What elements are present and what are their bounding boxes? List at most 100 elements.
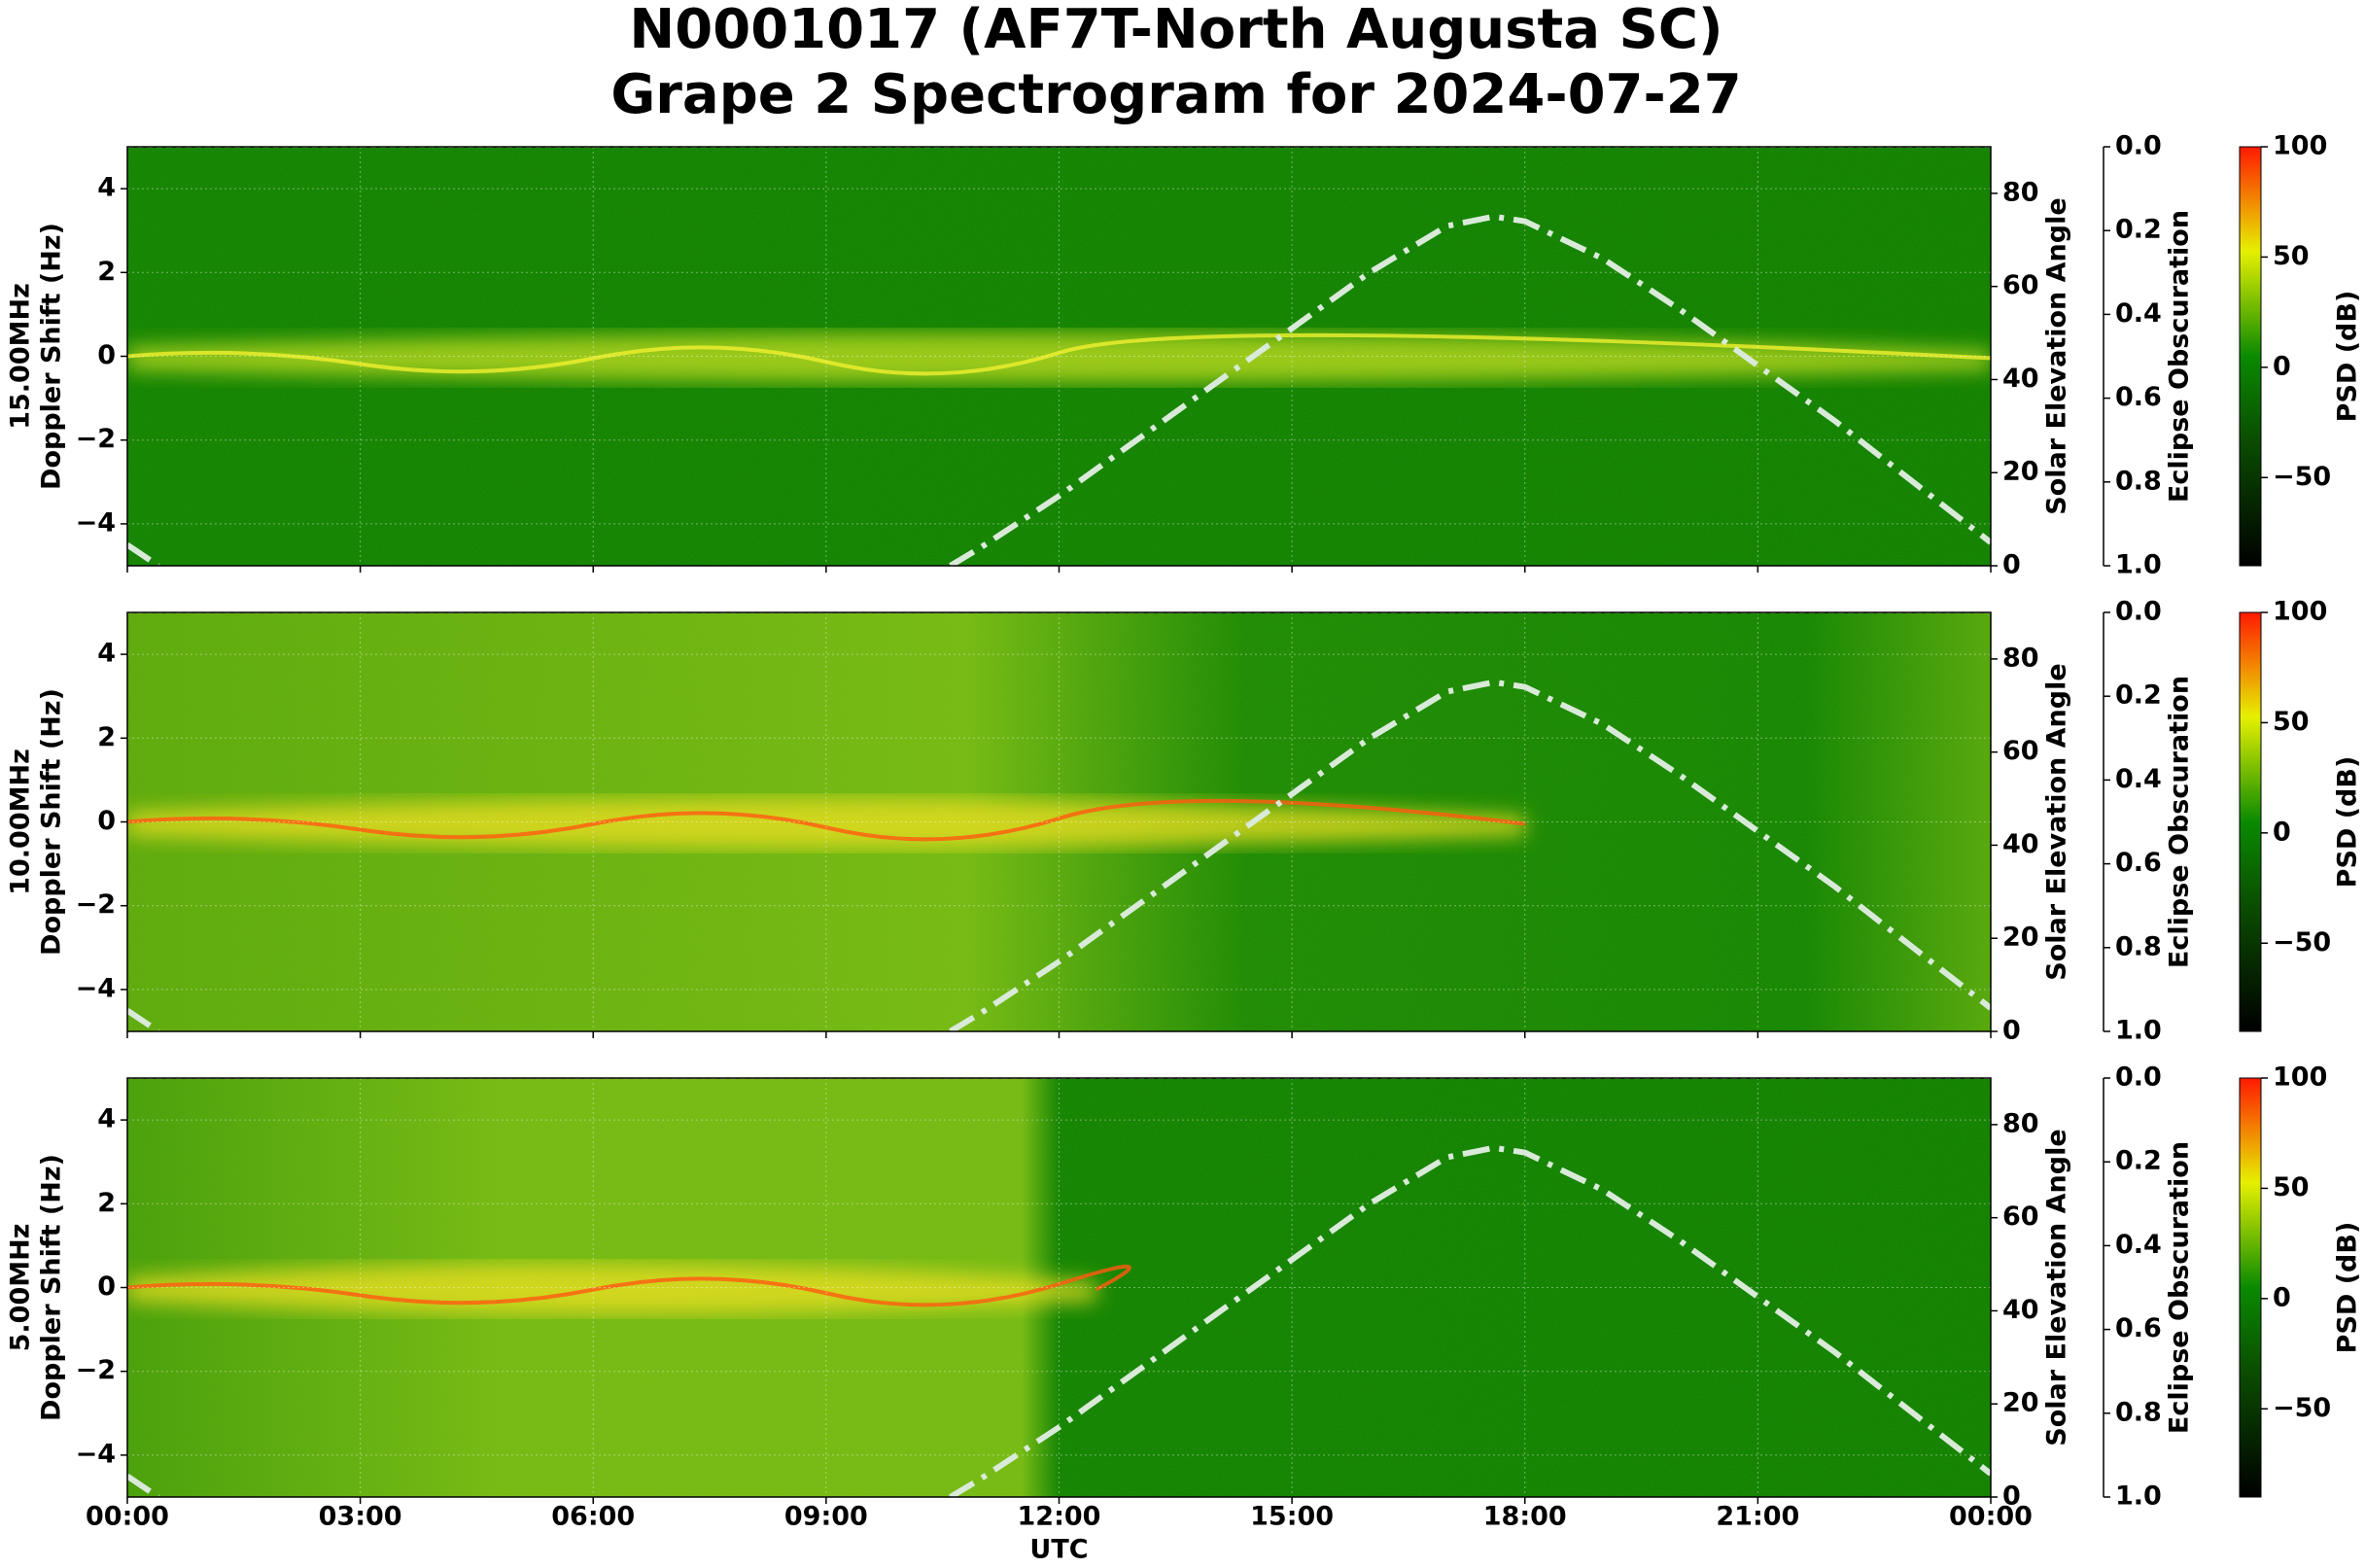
y3-axis-label: Eclipse Obscuration — [2165, 676, 2195, 968]
y2-tick-label: 60 — [2002, 1202, 2039, 1232]
chart-title: N0001017 (AF7T-North Augusta SC) — [629, 0, 1722, 61]
frequency-label: 10.00MHz — [6, 749, 36, 895]
y-tick-label: 4 — [97, 639, 116, 669]
y2-tick-label: 20 — [2002, 457, 2039, 487]
y2-tick-label: 60 — [2002, 736, 2039, 766]
y-tick-label: 2 — [97, 722, 116, 752]
x-tick-label: 09:00 — [784, 1502, 868, 1532]
signal-trace — [127, 332, 1991, 376]
colorbar-label: PSD (dB) — [2333, 291, 2363, 423]
colorbar — [2239, 1077, 2262, 1498]
y2-axis-label: Solar Elevation Angle — [2042, 1129, 2072, 1446]
y-tick-label: 4 — [97, 1104, 116, 1134]
y2-tick-label: 60 — [2002, 270, 2039, 300]
y3-tick-label: 0.0 — [2115, 597, 2162, 627]
y2-tick-label: 0 — [2002, 1016, 2021, 1046]
frequency-label: 15.00MHz — [6, 283, 36, 430]
signal-trace — [127, 1264, 1131, 1307]
colorbar-tick-label: 50 — [2273, 1172, 2310, 1202]
x-tick-label: 06:00 — [551, 1502, 635, 1532]
y3-tick-label: 0.8 — [2115, 931, 2162, 961]
y3-tick-label: 0.2 — [2115, 1146, 2162, 1176]
colorbar-tick-label: 0 — [2273, 1282, 2291, 1312]
y3-axis-label: Eclipse Obscuration — [2165, 210, 2195, 503]
x-tick-label: 00:00 — [86, 1502, 169, 1532]
y3-tick-label: 1.0 — [2115, 550, 2162, 580]
signal-band — [127, 1264, 1096, 1314]
y-axis-label: Doppler Shift (Hz) — [37, 1154, 67, 1421]
colorbar-tick-label: −50 — [2273, 1393, 2331, 1423]
colorbar-tick-label: 50 — [2273, 707, 2310, 737]
x-tick-label: 03:00 — [319, 1502, 402, 1532]
colorbar — [2239, 611, 2262, 1032]
y2-tick-label: 0 — [2002, 550, 2021, 580]
y2-tick-label: 0 — [2002, 1481, 2021, 1512]
plot-area — [127, 147, 1991, 566]
colorbar-label: PSD (dB) — [2333, 1222, 2363, 1354]
colorbar-tick-label: −50 — [2273, 462, 2331, 492]
y2-axis-label: Solar Elevation Angle — [2042, 197, 2072, 514]
chart-subtitle: Grape 2 Spectrogram for 2024-07-27 — [610, 63, 1741, 126]
y3-axis-label: Eclipse Obscuration — [2165, 1141, 2195, 1434]
plot-area — [127, 1078, 1991, 1497]
x-tick-label: 12:00 — [1018, 1502, 1101, 1532]
y-tick-label: −4 — [76, 507, 116, 538]
x-tick-label: 00:00 — [1949, 1502, 2033, 1532]
solar-elevation-line — [127, 1144, 1991, 1497]
y-tick-label: 0 — [97, 806, 116, 836]
y3-tick-label: 0.8 — [2115, 466, 2162, 496]
y3-tick-label: 1.0 — [2115, 1016, 2162, 1046]
y3-tick-label: 0.6 — [2115, 382, 2162, 412]
x-tick-label: 21:00 — [1716, 1502, 1799, 1532]
colorbar-tick-label: 50 — [2273, 241, 2310, 271]
y2-tick-label: 40 — [2002, 364, 2039, 394]
signal-trace — [127, 798, 1525, 842]
y2-tick-label: 40 — [2002, 829, 2039, 859]
y3-tick-label: 0.4 — [2115, 764, 2162, 794]
y-tick-label: −4 — [76, 1439, 116, 1469]
y3-tick-label: 0.2 — [2115, 215, 2162, 245]
y2-tick-label: 80 — [2002, 177, 2039, 207]
y3-tick-label: 0.0 — [2115, 1063, 2162, 1093]
solar-elevation-line — [127, 679, 1991, 1031]
frequency-label: 5.00MHz — [6, 1224, 36, 1352]
x-tick-label: 15:00 — [1250, 1502, 1334, 1532]
y-tick-label: 0 — [97, 340, 116, 370]
y-tick-label: −2 — [76, 1355, 116, 1385]
y2-axis-label: Solar Elevation Angle — [2042, 663, 2072, 980]
y3-tick-label: 1.0 — [2115, 1481, 2162, 1512]
y3-tick-label: 0.2 — [2115, 680, 2162, 711]
colorbar-tick-label: −50 — [2273, 927, 2331, 958]
colorbar-tick-label: 100 — [2273, 597, 2327, 627]
y3-tick-label: 0.0 — [2115, 131, 2162, 161]
x-tick-label: 18:00 — [1483, 1502, 1567, 1532]
colorbar — [2239, 146, 2262, 567]
colorbar-tick-label: 0 — [2273, 817, 2291, 847]
y3-tick-label: 0.6 — [2115, 848, 2162, 878]
y-axis-label: Doppler Shift (Hz) — [37, 688, 67, 956]
y-axis-label: Doppler Shift (Hz) — [37, 223, 67, 490]
y2-tick-label: 80 — [2002, 1108, 2039, 1138]
y-tick-label: −2 — [76, 889, 116, 920]
colorbar-tick-label: 100 — [2273, 1063, 2327, 1093]
y2-tick-label: 20 — [2002, 1388, 2039, 1418]
y2-tick-label: 40 — [2002, 1295, 2039, 1325]
y-tick-label: 4 — [97, 173, 116, 203]
colorbar-tick-label: 100 — [2273, 131, 2327, 161]
y3-tick-label: 0.8 — [2115, 1397, 2162, 1427]
signal-band — [127, 332, 1991, 383]
y-tick-label: −4 — [76, 973, 116, 1003]
y3-tick-label: 0.4 — [2115, 298, 2162, 329]
colorbar-tick-label: 0 — [2273, 351, 2291, 381]
y-tick-label: −2 — [76, 424, 116, 454]
y3-tick-label: 0.4 — [2115, 1230, 2162, 1260]
x-axis-label: UTC — [1029, 1535, 1088, 1565]
y-tick-label: 2 — [97, 257, 116, 287]
plot-area — [127, 612, 1991, 1031]
y2-tick-label: 80 — [2002, 643, 2039, 673]
y-tick-label: 0 — [97, 1272, 116, 1302]
y-tick-label: 2 — [97, 1188, 116, 1218]
y2-tick-label: 20 — [2002, 923, 2039, 953]
